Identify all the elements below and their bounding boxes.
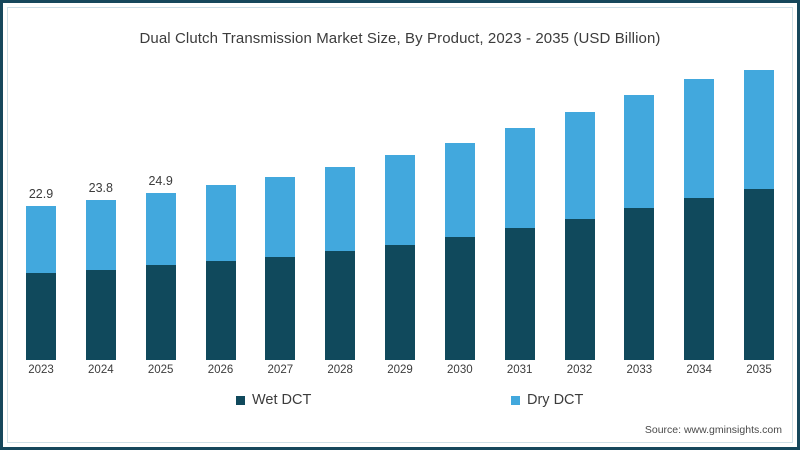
x-tick-label: 2034 xyxy=(686,364,712,376)
bar-value-label: 23.8 xyxy=(88,181,113,196)
bar-value-label: 22.9 xyxy=(28,187,54,202)
x-axis-tick-labels: 2023 2024 2025 2026 2027 2028 2029 2030 2031 2032… xyxy=(26,364,774,384)
x-tick-label: 2028 xyxy=(327,364,353,376)
bar-column xyxy=(205,185,236,360)
bar-column xyxy=(684,79,715,360)
bar-segment-dry-dct xyxy=(26,206,56,274)
bar-segment-wet-dct xyxy=(385,244,415,360)
bar-segment-dry-dct xyxy=(385,155,415,245)
bar-column: 24.9 xyxy=(145,174,176,360)
x-tick-label: 2027 xyxy=(267,364,294,376)
bar-column xyxy=(325,166,356,360)
bar-segment-wet-dct xyxy=(265,256,296,360)
legend-item-dry-dct[interactable]: Dry DCT xyxy=(511,392,583,408)
x-tick-label: 2026 xyxy=(207,364,234,376)
source-attribution: Source: www.gminsights.com xyxy=(644,424,782,436)
bar-segment-wet-dct xyxy=(145,265,176,360)
bar-segment-wet-dct xyxy=(624,208,655,360)
legend-label: Dry DCT xyxy=(527,392,584,408)
bar-segment-dry-dct xyxy=(145,192,176,266)
legend-swatch-icon xyxy=(236,395,245,405)
bar-column xyxy=(564,112,595,360)
bar-segment-wet-dct xyxy=(564,219,595,360)
bar-column xyxy=(744,70,774,360)
legend-label: Wet DCT xyxy=(252,392,312,408)
bar-column: 22.9 xyxy=(26,187,56,360)
bar-segment-dry-dct xyxy=(504,127,535,229)
x-tick-label: 2024 xyxy=(88,364,114,376)
bar-column xyxy=(444,142,475,361)
plot-area: 22.9 23.8 24.9 xyxy=(26,70,774,360)
x-tick-label: 2025 xyxy=(147,364,174,376)
x-tick-label: 2029 xyxy=(387,364,413,376)
bar-column: 23.8 xyxy=(85,181,116,360)
bar-segment-dry-dct xyxy=(265,176,296,257)
bar-column xyxy=(504,127,535,360)
bar-column xyxy=(385,155,415,360)
x-tick-label: 2030 xyxy=(447,364,473,376)
bar-segment-dry-dct xyxy=(744,70,774,189)
bar-segment-wet-dct xyxy=(444,237,475,360)
bar-segment-dry-dct xyxy=(564,112,595,220)
chart-title: Dual Clutch Transmission Market Size, By… xyxy=(139,30,661,47)
x-tick-label: 2035 xyxy=(746,364,772,376)
bar-segment-dry-dct xyxy=(624,94,655,209)
bar-segment-dry-dct xyxy=(85,200,116,271)
bar-value-label: 24.9 xyxy=(148,173,173,188)
legend-swatch-icon xyxy=(511,395,520,405)
bar-segment-dry-dct xyxy=(205,185,236,262)
bar-segment-dry-dct xyxy=(684,79,715,199)
bar-segment-wet-dct xyxy=(205,261,236,360)
bar-segment-dry-dct xyxy=(325,166,356,252)
x-tick-label: 2032 xyxy=(566,364,593,376)
bar-segment-wet-dct xyxy=(85,270,116,360)
bar-segment-wet-dct xyxy=(325,251,356,360)
bar-column xyxy=(624,94,655,360)
bar-segment-wet-dct xyxy=(744,188,774,360)
bar-segment-dry-dct xyxy=(444,142,475,238)
legend-item-wet-dct[interactable]: Wet DCT xyxy=(236,392,311,408)
bar-segment-wet-dct xyxy=(684,198,715,360)
bar-segment-wet-dct xyxy=(26,273,56,360)
bar-column xyxy=(265,176,296,360)
x-tick-label: 2031 xyxy=(506,364,533,376)
bar-segment-wet-dct xyxy=(504,228,535,360)
chart-legend: Wet DCT Dry DCT xyxy=(0,392,800,416)
x-tick-label: 2023 xyxy=(28,364,54,376)
x-tick-label: 2033 xyxy=(626,364,653,376)
